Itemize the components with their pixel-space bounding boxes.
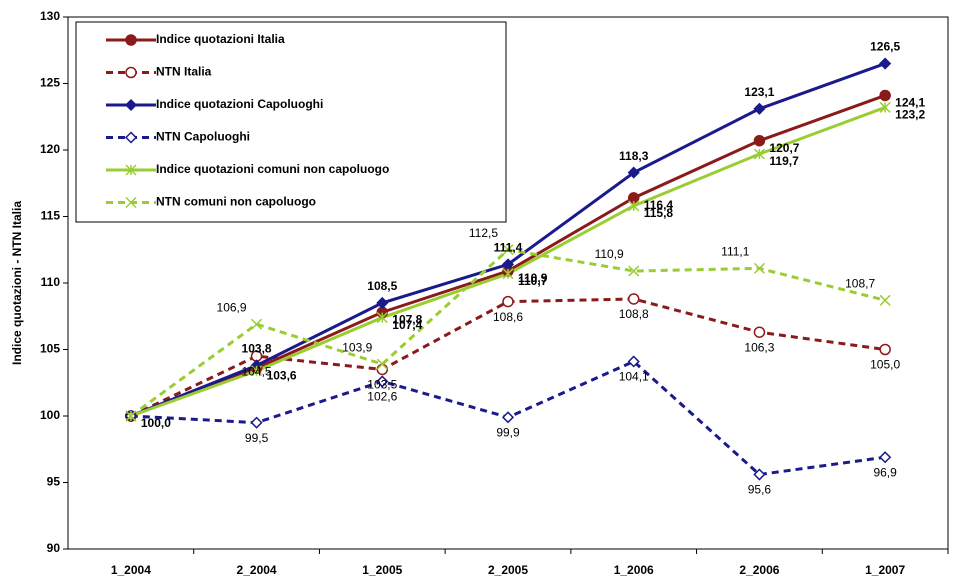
marker <box>501 411 515 424</box>
x-tick-label: 1_2006 <box>614 563 654 577</box>
data-label: 103,5 <box>367 378 397 392</box>
marker <box>124 131 138 144</box>
data-label: 106,9 <box>217 300 247 314</box>
data-label: 126,5 <box>870 40 900 54</box>
data-label: 99,9 <box>496 426 520 440</box>
marker <box>879 57 892 70</box>
marker <box>376 296 389 310</box>
data-label: 107,8 <box>392 312 422 326</box>
data-label: 103,8 <box>242 342 272 356</box>
data-label: 104,1 <box>619 370 649 384</box>
x-tick-label: 2_2004 <box>237 563 277 577</box>
y-tick-label: 115 <box>41 209 61 223</box>
y-tick-label: 125 <box>40 76 60 90</box>
marker <box>502 295 514 308</box>
x-tick-label: 1_2007 <box>865 563 905 577</box>
marker <box>125 164 137 176</box>
marker <box>627 355 640 368</box>
marker <box>753 468 766 481</box>
y-tick-label: 100 <box>40 408 60 422</box>
legend-label: Indice quotazioni Italia <box>156 32 285 46</box>
legend-label: Indice quotazioni Capoluoghi <box>156 97 323 111</box>
data-label: 118,3 <box>619 149 649 163</box>
y-tick-label: 120 <box>40 142 60 156</box>
data-label: 108,7 <box>845 276 875 290</box>
legend-box <box>75 21 507 223</box>
data-label: 110,9 <box>518 271 548 285</box>
marker <box>879 343 891 356</box>
marker <box>628 265 640 277</box>
data-label: 99,5 <box>245 431 269 445</box>
data-label: 110,9 <box>595 247 624 261</box>
data-label: 100,0 <box>141 416 171 430</box>
marker <box>753 134 766 147</box>
marker <box>879 294 891 306</box>
marker <box>502 268 514 280</box>
data-label: 112,5 <box>469 226 498 240</box>
marker <box>125 410 137 422</box>
data-label: 104,5 <box>242 364 272 378</box>
data-label: 108,8 <box>619 307 649 321</box>
marker <box>125 34 137 46</box>
legend-label: Indice quotazioni comuni non capoluogo <box>156 162 389 176</box>
data-label: 115,8 <box>644 206 674 220</box>
data-label: 110,7 <box>518 274 548 288</box>
marker <box>376 363 389 376</box>
marker <box>627 293 640 305</box>
y-tick-label: 110 <box>41 275 61 289</box>
data-label: 102,6 <box>367 390 397 404</box>
marker <box>753 148 765 160</box>
legend-label: NTN comuni non capoluogo <box>156 195 316 209</box>
data-label: 111,1 <box>721 245 750 259</box>
y-tick-label: 90 <box>47 541 61 555</box>
data-label: 124,1 <box>895 96 925 110</box>
y-tick-label: 95 <box>47 475 61 489</box>
data-label: 106,3 <box>744 340 774 354</box>
y-axis-label: Indice quotazioni - NTN Italia <box>10 201 24 365</box>
marker <box>376 375 389 388</box>
data-label: 103,9 <box>342 340 372 354</box>
marker <box>753 102 766 115</box>
marker <box>753 262 765 274</box>
x-tick-label: 1_2004 <box>111 563 151 577</box>
data-label: 123,1 <box>744 85 774 99</box>
x-tick-label: 1_2005 <box>362 563 402 577</box>
marker <box>125 196 137 209</box>
marker <box>627 166 640 179</box>
data-label: 103,6 <box>267 368 297 382</box>
legend-label: NTN Italia <box>156 65 212 79</box>
y-tick-label: 105 <box>40 342 60 356</box>
y-tick-label: 130 <box>40 9 60 23</box>
marker <box>879 101 891 113</box>
marker <box>251 365 263 377</box>
marker <box>251 318 263 330</box>
data-label: 107,4 <box>392 318 422 332</box>
marker <box>124 98 138 112</box>
data-label: 123,2 <box>895 108 925 122</box>
data-label: 119,7 <box>769 154 799 168</box>
data-label: 116,4 <box>644 198 674 212</box>
marker <box>879 89 891 102</box>
data-label: 108,5 <box>367 279 397 293</box>
legend-label: NTN Capoluoghi <box>156 130 250 144</box>
marker <box>628 200 640 212</box>
x-tick-label: 2_2005 <box>488 563 528 577</box>
data-label: 108,6 <box>493 310 523 324</box>
data-label: 95,6 <box>748 483 772 497</box>
marker <box>753 326 766 338</box>
marker <box>502 244 514 256</box>
marker <box>376 358 388 370</box>
marker <box>250 416 263 429</box>
marker <box>376 312 388 324</box>
data-label: 120,7 <box>769 141 799 155</box>
marker <box>125 66 137 79</box>
data-label: 96,9 <box>873 465 897 479</box>
x-tick-label: 2_2006 <box>739 563 779 577</box>
data-label: 105,0 <box>870 358 900 372</box>
marker <box>879 451 892 464</box>
data-label: 111,4 <box>494 241 523 255</box>
